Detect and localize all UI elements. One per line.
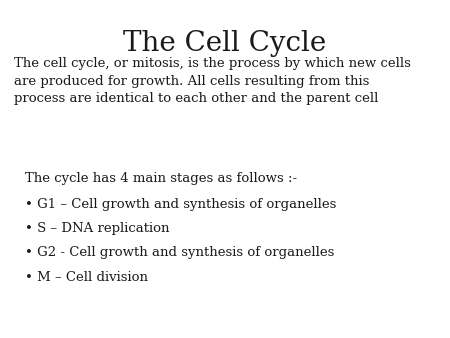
Text: • M – Cell division: • M – Cell division — [25, 271, 148, 284]
Text: • S – DNA replication: • S – DNA replication — [25, 222, 169, 235]
Text: The cell cycle, or mitosis, is the process by which new cells
are produced for g: The cell cycle, or mitosis, is the proce… — [14, 57, 410, 105]
Text: • G2 - Cell growth and synthesis of organelles: • G2 - Cell growth and synthesis of orga… — [25, 246, 334, 259]
Text: The Cell Cycle: The Cell Cycle — [123, 30, 327, 57]
Text: The cycle has 4 main stages as follows :-: The cycle has 4 main stages as follows :… — [25, 172, 297, 185]
Text: • G1 – Cell growth and synthesis of organelles: • G1 – Cell growth and synthesis of orga… — [25, 198, 336, 211]
